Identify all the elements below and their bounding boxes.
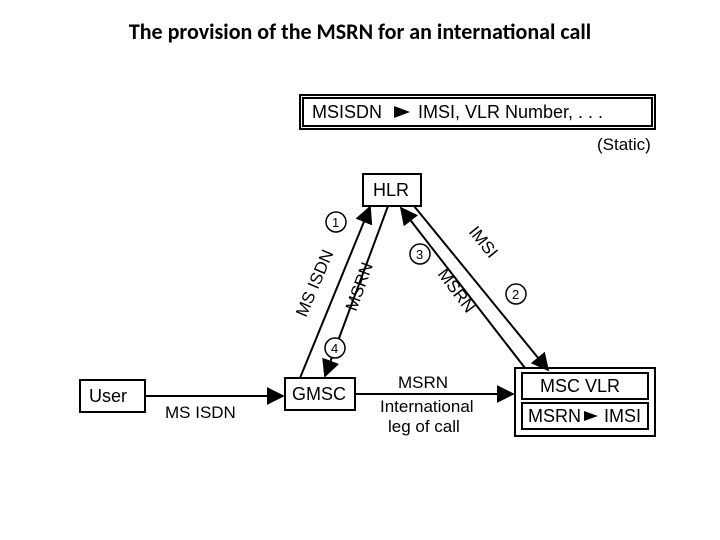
hlr-record-msisdn: MSISDN <box>312 102 382 122</box>
step-3-num: 3 <box>416 247 423 262</box>
edge-user-gmsc-label: MS ISDN <box>165 403 236 422</box>
edge-2-label: IMSI <box>465 223 502 262</box>
gmsc-label: GMSC <box>292 384 346 404</box>
edge-4-label: MSRN <box>342 260 377 314</box>
imsi-text: IMSI <box>604 406 641 426</box>
hlr-label: HLR <box>373 180 409 200</box>
intl-label-1: International <box>380 397 474 416</box>
edge-3-label: MSRN <box>434 265 479 316</box>
edge-1-label: MS ISDN <box>292 247 337 320</box>
hlr-record-rest: IMSI, VLR Number, . . . <box>418 102 603 122</box>
step-4-num: 4 <box>331 341 338 356</box>
step-2-num: 2 <box>512 287 519 302</box>
intl-label-2: leg of call <box>388 417 460 436</box>
diagram-canvas: MSISDN IMSI, VLR Number, . . . (Static) … <box>0 0 720 540</box>
user-label: User <box>89 386 127 406</box>
static-label: (Static) <box>597 135 651 154</box>
step-1-num: 1 <box>332 215 339 230</box>
mscvlr-label: MSC VLR <box>540 376 620 396</box>
msrn-text: MSRN <box>528 406 581 426</box>
msrn-mid-label: MSRN <box>398 373 448 392</box>
